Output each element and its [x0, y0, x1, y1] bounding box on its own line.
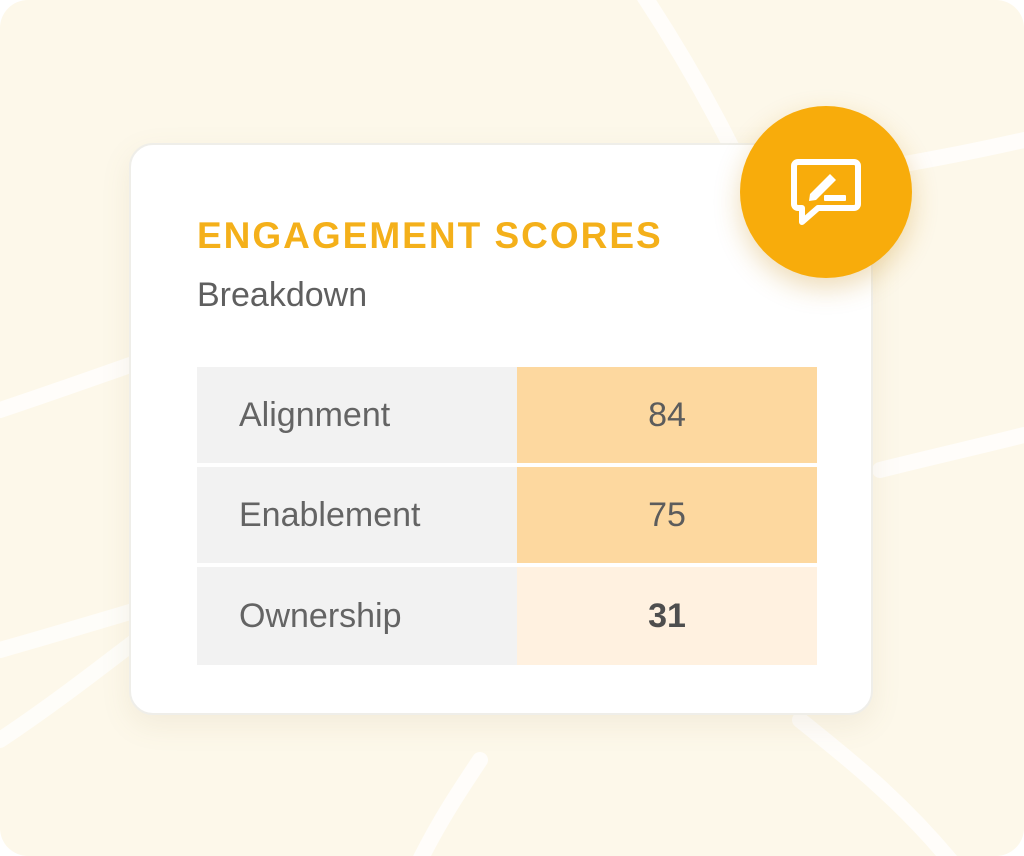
row-value: 84 — [517, 367, 817, 463]
row-label: Ownership — [197, 567, 517, 665]
table-row: Alignment 84 — [197, 367, 817, 463]
card-subtitle: Breakdown — [197, 276, 368, 314]
feedback-edit-icon — [791, 159, 861, 225]
card-title: ENGAGEMENT SCORES — [197, 215, 663, 256]
row-label: Enablement — [197, 467, 517, 563]
row-value: 31 — [517, 567, 817, 665]
scores-table: Alignment 84 Enablement 75 Ownership 31 — [197, 367, 817, 665]
row-value: 75 — [517, 467, 817, 563]
engagement-card: ENGAGEMENT SCORES Breakdown Alignment 84… — [129, 143, 873, 715]
row-label: Alignment — [197, 367, 517, 463]
table-row: Ownership 31 — [197, 567, 817, 665]
feedback-badge — [740, 106, 912, 278]
table-row: Enablement 75 — [197, 467, 817, 563]
